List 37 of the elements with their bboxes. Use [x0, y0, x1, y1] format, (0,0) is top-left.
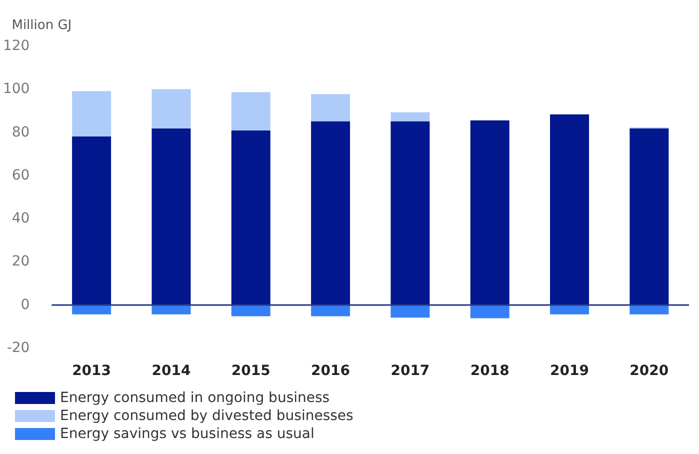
bar — [231, 304, 270, 316]
legend-label: Energy consumed by divested businesses — [60, 408, 354, 424]
x-tick-label: 2018 — [470, 363, 510, 379]
bar — [231, 130, 270, 305]
bar — [72, 91, 112, 136]
x-tick-label: 2016 — [311, 363, 350, 379]
bar — [630, 128, 669, 305]
x-tick-label: 2017 — [390, 363, 430, 379]
bar — [311, 94, 350, 122]
x-tick-label: 2015 — [231, 363, 270, 379]
x-tick-label: 2019 — [550, 363, 589, 379]
bar — [550, 114, 590, 305]
bar — [470, 120, 510, 305]
y-tick-label: 60 — [12, 167, 30, 184]
bar — [311, 121, 350, 305]
bar — [152, 128, 191, 305]
bar — [72, 136, 112, 305]
y-tick-label: 20 — [12, 254, 30, 270]
y-axis-title: Million GJ — [12, 18, 72, 33]
y-tick-label: -20 — [6, 340, 30, 356]
y-tick-label: 100 — [2, 81, 30, 98]
x-tick-label: 2020 — [630, 363, 669, 379]
bar — [470, 304, 510, 318]
y-tick-label: 0 — [20, 296, 30, 313]
bar — [231, 92, 270, 130]
bar — [390, 304, 430, 318]
y-tick-label: 80 — [12, 124, 30, 140]
legend-label: Energy savings vs business as usual — [60, 426, 314, 442]
bar — [311, 304, 350, 316]
bar — [152, 89, 191, 128]
legend-label: Energy consumed in ongoing business — [60, 390, 330, 406]
bar — [390, 112, 430, 122]
y-tick-label: 40 — [12, 210, 30, 227]
x-tick-label: 2014 — [152, 363, 191, 379]
x-tick-label: 2013 — [72, 363, 112, 379]
bar — [390, 121, 430, 305]
y-tick-label: 120 — [2, 38, 30, 54]
